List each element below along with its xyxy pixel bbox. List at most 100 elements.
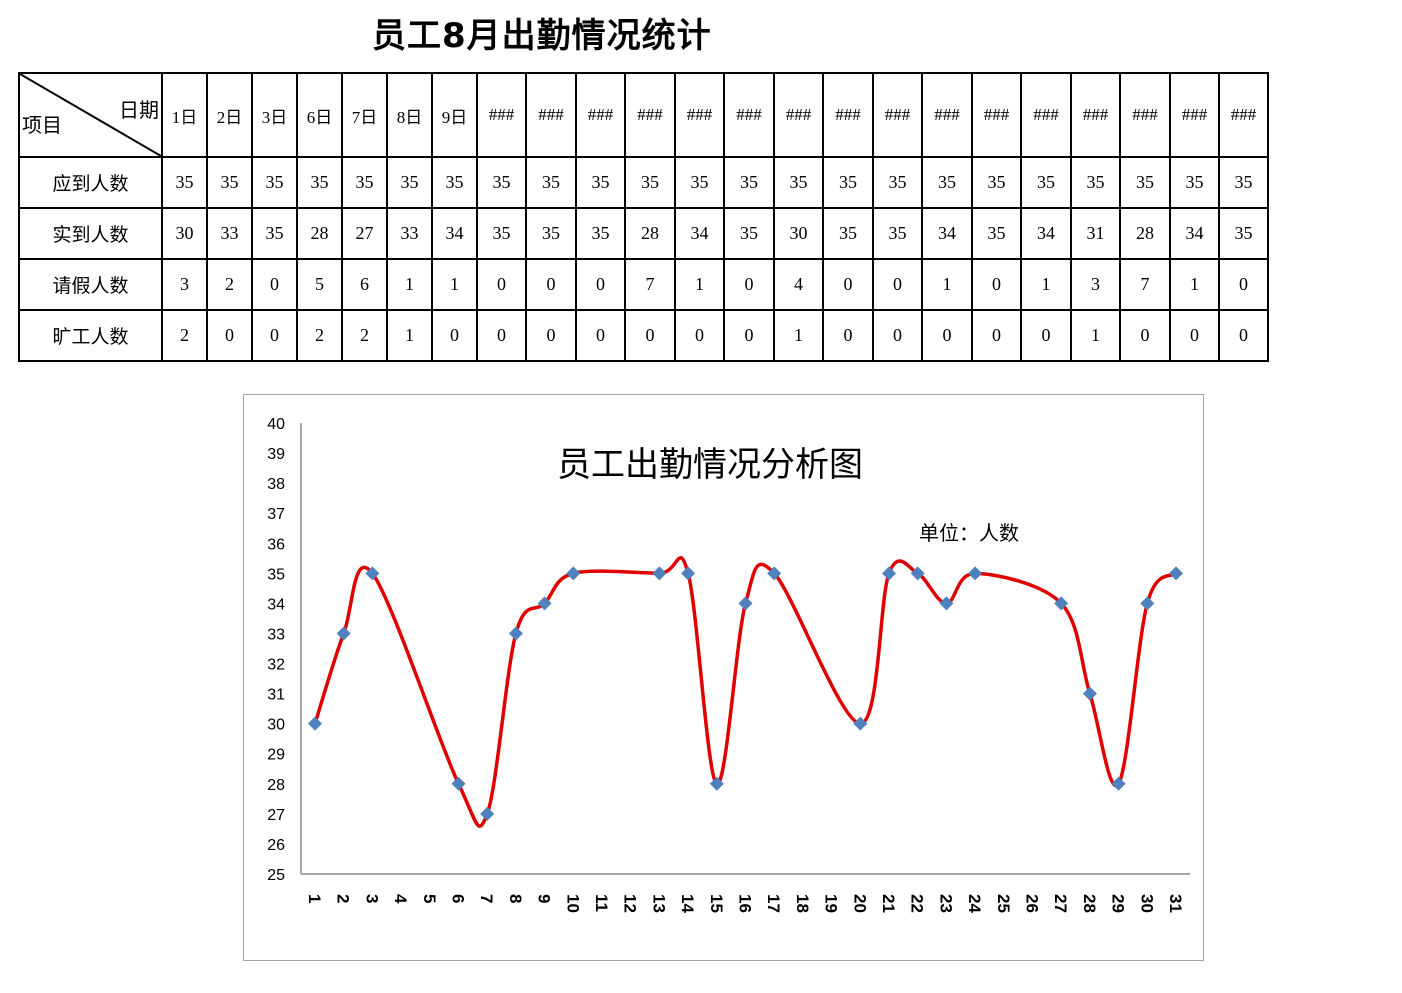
value-cell: 0: [575, 258, 626, 311]
value-cell: 2: [296, 309, 343, 362]
corner-date-label: 日期: [119, 98, 159, 122]
data-point-marker: [709, 776, 724, 791]
value-cell: 0: [206, 309, 253, 362]
value-cell: 35: [872, 207, 923, 260]
data-point-marker: [738, 596, 753, 611]
value-cell: 1: [674, 258, 725, 311]
row-label-cell: 应到人数: [18, 156, 163, 209]
value-cell: 1: [921, 258, 973, 311]
x-tick-label: 23: [936, 894, 955, 913]
value-cell: 3: [161, 258, 208, 311]
day-header-cell: 7日: [341, 72, 388, 158]
attendance-table: 日期 项目 1日 2日 3日 6日 7日 8日 9日 ### ### ### ### ### ### ### #…: [18, 72, 1269, 362]
page-title: 员工8月出勤情况统计: [372, 16, 712, 56]
data-point-marker: [882, 566, 896, 581]
x-tick-label: 19: [822, 894, 841, 913]
value-cell: 5: [296, 258, 343, 311]
value-cell: 0: [525, 309, 577, 362]
x-tick-label: 31: [1166, 894, 1185, 913]
y-tick-label: 34: [267, 596, 285, 613]
value-cell: 35: [1218, 156, 1269, 209]
value-cell: 35: [525, 156, 577, 209]
value-cell: 30: [773, 207, 824, 260]
value-cell: 35: [872, 156, 923, 209]
x-tick-label: 29: [1109, 894, 1128, 913]
value-cell: 0: [525, 258, 577, 311]
value-cell: 33: [206, 207, 253, 260]
data-point-marker: [1054, 596, 1069, 611]
day-header-cell: ###: [971, 72, 1022, 158]
x-tick-label: 5: [420, 894, 439, 903]
value-cell: 35: [723, 207, 775, 260]
value-cell: 31: [1070, 207, 1121, 260]
day-header-cell: ###: [773, 72, 824, 158]
data-point-marker: [968, 566, 983, 581]
x-tick-label: 21: [879, 894, 898, 913]
x-tick-label: 26: [1023, 894, 1042, 913]
x-tick-label: 4: [391, 894, 410, 904]
x-tick-label: 7: [477, 894, 496, 903]
y-tick-label: 31: [267, 687, 285, 704]
value-cell: 1: [1070, 309, 1121, 362]
day-header-cell: 2日: [206, 72, 253, 158]
x-tick-label: 12: [621, 894, 640, 913]
value-cell: 35: [206, 156, 253, 209]
value-cell: 35: [476, 207, 527, 260]
value-cell: 0: [1169, 309, 1220, 362]
x-tick-label: 13: [649, 894, 668, 913]
value-cell: 0: [251, 309, 298, 362]
data-point-marker: [508, 626, 523, 641]
value-cell: 28: [1119, 207, 1171, 260]
x-tick-label: 22: [908, 894, 927, 913]
x-tick-label: 2: [334, 894, 353, 903]
day-header-cell: 9日: [431, 72, 478, 158]
value-cell: 1: [386, 258, 433, 311]
x-tick-label: 16: [736, 894, 755, 913]
day-header-cell: ###: [1218, 72, 1269, 158]
value-cell: 0: [476, 258, 527, 311]
value-cell: 7: [624, 258, 676, 311]
value-cell: 0: [476, 309, 527, 362]
diagonal-divider: [21, 75, 160, 155]
data-point-marker: [480, 806, 495, 821]
value-cell: 35: [575, 207, 626, 260]
row-label-cell: 实到人数: [18, 207, 163, 260]
value-cell: 27: [341, 207, 388, 260]
value-cell: 0: [624, 309, 676, 362]
value-cell: 0: [1119, 309, 1171, 362]
chart-area: 25 26 27 28 29 30 31 32 33 34 35 36 37 38 39 40 1 2 3 4 5 6 7 8…: [243, 394, 1204, 961]
value-cell: 2: [341, 309, 388, 362]
value-cell: 35: [773, 156, 824, 209]
value-cell: 0: [1020, 309, 1072, 362]
value-cell: 35: [251, 156, 298, 209]
value-cell: 35: [723, 156, 775, 209]
value-cell: 3: [1070, 258, 1121, 311]
y-tick-label: 39: [267, 446, 285, 463]
value-cell: 1: [773, 309, 824, 362]
x-tick-label: 11: [592, 894, 611, 912]
day-header-cell: ###: [723, 72, 775, 158]
value-cell: 34: [1169, 207, 1220, 260]
y-tick-label: 25: [267, 867, 285, 884]
y-tick-label: 27: [267, 807, 285, 824]
day-header-cell: ###: [1119, 72, 1171, 158]
x-tick-label: 15: [707, 894, 726, 913]
day-header-cell: ###: [872, 72, 923, 158]
value-cell: 35: [476, 156, 527, 209]
value-cell: 35: [1020, 156, 1072, 209]
value-cell: 0: [822, 309, 874, 362]
data-point-marker: [336, 626, 351, 641]
value-cell: 35: [296, 156, 343, 209]
value-cell: 35: [624, 156, 676, 209]
value-cell: 0: [1218, 309, 1269, 362]
data-point-marker: [537, 596, 552, 611]
value-cell: 0: [971, 258, 1022, 311]
data-point-marker: [939, 596, 954, 611]
value-cell: 35: [386, 156, 433, 209]
value-cell: 0: [1218, 258, 1269, 311]
x-tick-label: 1: [305, 894, 324, 903]
table-row: 实到人数 30 33 35 28 27 33 34 35 35 35 28 34 35 30 35 35 34 35…: [18, 207, 1269, 260]
value-cell: 35: [341, 156, 388, 209]
y-tick-label: 33: [267, 626, 285, 643]
